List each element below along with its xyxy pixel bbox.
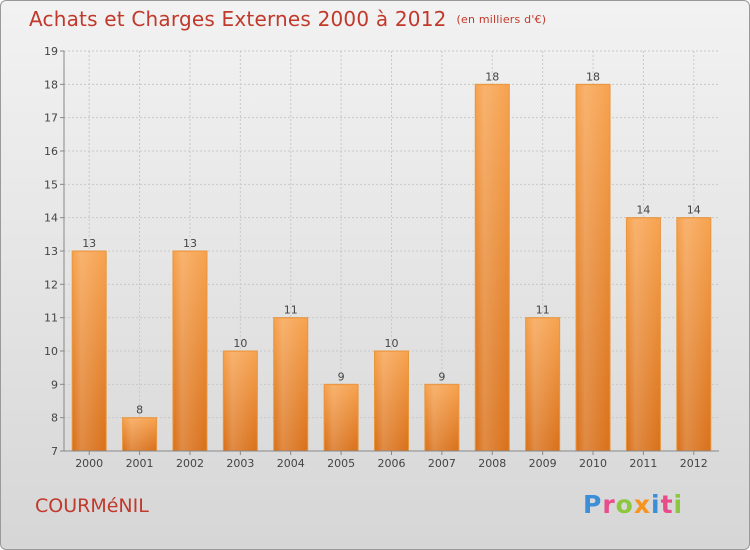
bars bbox=[71, 83, 712, 452]
bar-highlight bbox=[375, 352, 408, 451]
bar-highlight bbox=[526, 318, 559, 451]
logo-letter: t bbox=[660, 490, 674, 519]
x-tick-label: 2006 bbox=[378, 457, 406, 470]
bar-highlight bbox=[677, 218, 710, 451]
x-tick-label: 2007 bbox=[428, 457, 456, 470]
y-tick-label: 8 bbox=[51, 412, 58, 425]
logo-letter: i bbox=[651, 490, 661, 519]
y-tick-label: 18 bbox=[44, 78, 58, 91]
logo-letter: x bbox=[633, 490, 651, 519]
bar-value-label: 13 bbox=[183, 237, 197, 250]
x-tick-label: 2001 bbox=[126, 457, 154, 470]
x-tick-label: 2003 bbox=[226, 457, 254, 470]
bar-value-label: 10 bbox=[385, 337, 399, 350]
chart-title: Achats et Charges Externes 2000 à 2012 (e… bbox=[29, 7, 546, 31]
bar-value-label: 13 bbox=[82, 237, 96, 250]
logo-letter: i bbox=[673, 490, 684, 519]
y-tick-label: 16 bbox=[44, 145, 58, 158]
x-tick-label: 2004 bbox=[277, 457, 305, 470]
bar-value-label: 11 bbox=[284, 304, 298, 317]
bar-highlight bbox=[325, 385, 358, 451]
y-tick-label: 9 bbox=[51, 378, 58, 391]
y-tick-label: 11 bbox=[44, 312, 58, 325]
axes bbox=[60, 50, 719, 455]
bar-highlight bbox=[73, 252, 106, 451]
x-tick-label: 2010 bbox=[579, 457, 607, 470]
bar-value-label: 14 bbox=[687, 204, 701, 217]
logo-letter: r bbox=[602, 490, 616, 519]
bar-highlight bbox=[476, 85, 509, 451]
bar-highlight bbox=[224, 352, 257, 451]
x-tick-label: 2002 bbox=[176, 457, 204, 470]
x-tick-label: 2005 bbox=[327, 457, 355, 470]
bar-value-label: 8 bbox=[136, 404, 143, 417]
y-tick-label: 10 bbox=[44, 345, 58, 358]
commune-name: COURMéNIL bbox=[35, 495, 149, 517]
bar-value-label: 18 bbox=[485, 70, 499, 83]
x-tick-label: 2008 bbox=[478, 457, 506, 470]
y-tick-label: 7 bbox=[51, 445, 58, 458]
bar-value-label: 18 bbox=[586, 70, 600, 83]
y-tick-label: 19 bbox=[44, 45, 58, 58]
logo-letter: P bbox=[583, 490, 603, 519]
labels: 7 8 9 10 11 12 13 14 15 16 17 18 19 13 2000 8 2001 13 2002… bbox=[44, 45, 708, 470]
proxiti-logo: Proxiti bbox=[583, 490, 683, 519]
y-tick-label: 14 bbox=[44, 212, 58, 225]
bar-highlight bbox=[123, 418, 156, 451]
unit-note: (en milliers d'€) bbox=[456, 13, 547, 26]
bar-value-label: 10 bbox=[233, 337, 247, 350]
bar-value-label: 11 bbox=[536, 304, 550, 317]
bar-highlight bbox=[577, 85, 610, 451]
y-tick-label: 12 bbox=[44, 278, 58, 291]
x-tick-label: 2009 bbox=[529, 457, 557, 470]
title-text: Achats et Charges Externes 2000 à 2012 bbox=[29, 7, 447, 31]
y-tick-label: 17 bbox=[44, 112, 58, 125]
bar-value-label: 9 bbox=[438, 370, 445, 383]
x-tick-label: 2000 bbox=[75, 457, 103, 470]
bar-value-label: 9 bbox=[338, 370, 345, 383]
bar-highlight bbox=[425, 385, 458, 451]
bar-highlight bbox=[274, 318, 307, 451]
x-tick-label: 2011 bbox=[629, 457, 657, 470]
logo-letter: o bbox=[615, 490, 634, 519]
y-tick-label: 13 bbox=[44, 245, 58, 258]
y-tick-label: 15 bbox=[44, 178, 58, 191]
bar-value-label: 14 bbox=[636, 204, 650, 217]
bar-highlight bbox=[173, 252, 206, 451]
x-tick-label: 2012 bbox=[680, 457, 708, 470]
bar-highlight bbox=[627, 218, 660, 451]
